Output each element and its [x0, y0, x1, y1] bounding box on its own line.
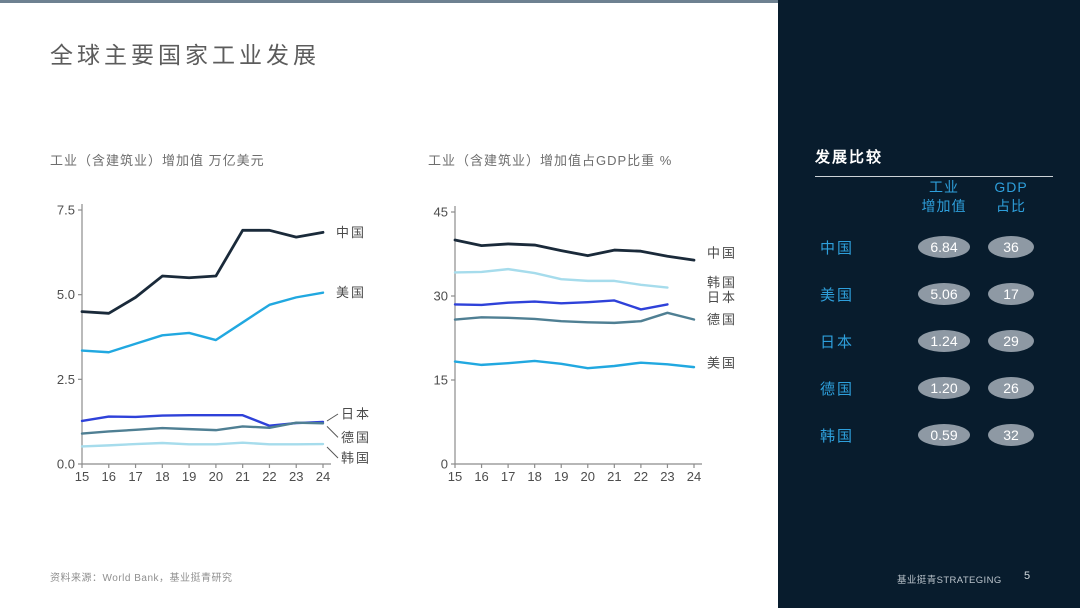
- x-axis-tick-label: 18: [527, 469, 541, 484]
- y-axis-tick-label: 0: [441, 457, 448, 472]
- y-axis-tick-label: 15: [434, 373, 448, 388]
- column-header-gdp-share: GDP 占比: [988, 178, 1034, 216]
- column-header-line: GDP: [994, 179, 1028, 195]
- x-axis-tick-label: 24: [687, 469, 701, 484]
- gdp-share-pill: 29: [988, 330, 1034, 352]
- table-header-row: 工业 增加值 GDP 占比: [815, 178, 1034, 216]
- gdp-share-pill: 36: [988, 236, 1034, 258]
- country-label: 韩国: [820, 427, 855, 445]
- x-axis-tick-label: 22: [262, 469, 276, 484]
- x-axis-tick-label: 21: [235, 469, 249, 484]
- series-label: 韩国: [707, 275, 737, 290]
- x-axis-tick-label: 24: [316, 469, 330, 484]
- y-axis-tick-label: 5.0: [57, 287, 75, 302]
- x-axis-tick-label: 17: [128, 469, 142, 484]
- y-axis-tick-label: 2.5: [57, 372, 75, 387]
- x-axis-tick-label: 17: [501, 469, 515, 484]
- x-axis-tick-label: 22: [634, 469, 648, 484]
- column-header-line: 工业: [929, 179, 959, 195]
- x-axis-tick-label: 23: [289, 469, 303, 484]
- x-axis-tick-label: 20: [209, 469, 223, 484]
- series-line-日本: [453, 299, 669, 311]
- gdp-share-chart-title: 工业（含建筑业）增加值占GDP比重 %: [428, 153, 673, 168]
- panel-title: 发展比较: [815, 146, 1053, 177]
- country-label: 德国: [820, 380, 855, 398]
- series-line-韩国: [80, 441, 325, 448]
- footer-brand: 基业挺青STRATEGING: [897, 575, 1002, 586]
- y-axis-tick-label: 7.5: [57, 203, 75, 218]
- x-axis-tick-label: 21: [607, 469, 621, 484]
- series-line-中国: [453, 238, 696, 262]
- gdp-share-pill: 26: [988, 377, 1034, 399]
- industry-value-pill: 1.24: [918, 330, 970, 352]
- gdp-share-pill: 17: [988, 283, 1034, 305]
- y-axis-tick-label: 45: [434, 205, 448, 220]
- x-axis-tick-label: 15: [75, 469, 89, 484]
- industry-value-pill: 5.06: [918, 283, 970, 305]
- column-header-industry-value: 工业 增加值: [918, 178, 970, 216]
- table-row: 韩国 0.59 32: [815, 424, 1034, 446]
- series-line-美国: [80, 291, 325, 354]
- y-axis-tick-label: 0.0: [57, 457, 75, 472]
- page-title: 全球主要国家工业发展: [50, 42, 320, 68]
- x-axis-tick-label: 16: [474, 469, 488, 484]
- series-label: 德国: [341, 430, 371, 445]
- table-row: 日本 1.24 29: [815, 330, 1034, 352]
- comparison-panel: 发展比较 工业 增加值 GDP 占比 中国 6.84 36 美国 5.06 17 日本 1.2…: [778, 0, 1080, 608]
- series-line-德国: [453, 311, 696, 325]
- table-row: 美国 5.06 17: [815, 283, 1034, 305]
- series-label: 美国: [707, 356, 737, 371]
- country-label: 美国: [820, 286, 855, 304]
- series-label: 日本: [341, 407, 371, 422]
- series-line-美国: [453, 359, 696, 370]
- series-line-中国: [80, 228, 325, 315]
- column-header-line: 占比: [996, 198, 1026, 214]
- x-axis-tick-label: 15: [448, 469, 462, 484]
- x-axis-tick-label: 19: [182, 469, 196, 484]
- industry-value-pill: 6.84: [918, 236, 970, 258]
- x-axis-tick-label: 20: [581, 469, 595, 484]
- series-label: 中国: [707, 246, 737, 261]
- industry-value-chart-title: 工业（含建筑业）增加值 万亿美元: [50, 153, 265, 168]
- series-label: 美国: [336, 285, 366, 300]
- series-label: 中国: [336, 225, 366, 240]
- column-header-line: 增加值: [921, 198, 967, 214]
- industry-value-pill: 0.59: [918, 424, 970, 446]
- x-axis-tick-label: 23: [660, 469, 674, 484]
- x-axis-tick-label: 16: [102, 469, 116, 484]
- gdp-share-pill: 32: [988, 424, 1034, 446]
- x-axis-tick-label: 19: [554, 469, 568, 484]
- y-axis-tick-label: 30: [434, 289, 448, 304]
- source-note: 资料来源：World Bank，基业挺青研究: [50, 573, 233, 584]
- series-label: 日本: [707, 290, 737, 305]
- table-row: 德国 1.20 26: [815, 377, 1034, 399]
- country-label: 日本: [820, 333, 855, 351]
- series-line-德国: [80, 421, 325, 435]
- industry-value-pill: 1.20: [918, 377, 970, 399]
- page-number: 5: [1024, 570, 1031, 582]
- table-row: 中国 6.84 36: [815, 236, 1034, 258]
- country-label: 中国: [820, 239, 855, 257]
- top-accent-strip: [0, 0, 778, 3]
- series-label: 韩国: [341, 451, 371, 466]
- series-label: 德国: [707, 312, 737, 327]
- series-line-韩国: [453, 267, 669, 289]
- comparison-table: 中国 6.84 36 美国 5.06 17 日本 1.24 29 德国 1.20 26 韩国 0.59 32: [815, 236, 1034, 471]
- x-axis-tick-label: 18: [155, 469, 169, 484]
- industry-value-chart: 0.0 2.5 5.0 7.5 15 16 17 18 19 20 21 22 23 24 中国美国日本德国…: [57, 203, 371, 485]
